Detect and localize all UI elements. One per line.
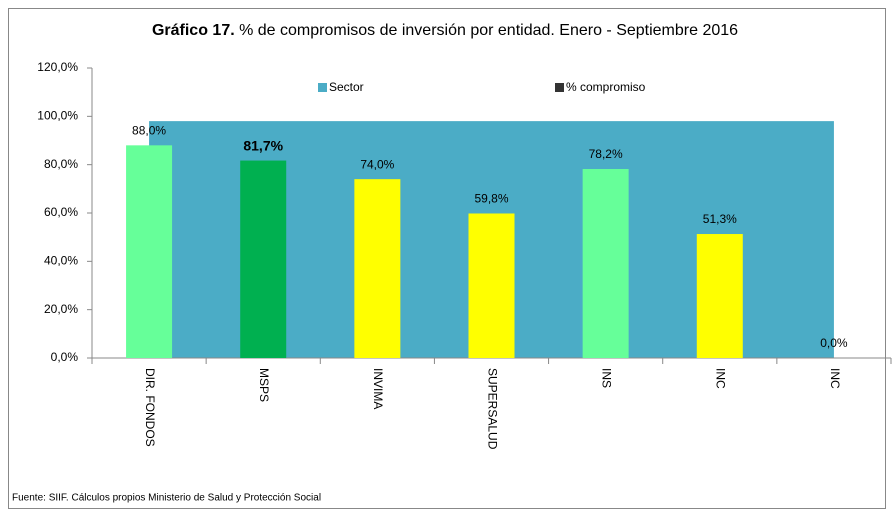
bar	[582, 169, 629, 358]
title-text: % de compromisos de inversión por entida…	[239, 22, 738, 39]
x-tick-label: SUPERSALUD	[485, 368, 499, 450]
data-label: 0,0%	[820, 336, 848, 350]
legend-swatch	[318, 83, 327, 92]
y-tick-label: 120,0%	[37, 60, 78, 74]
y-tick-label: 0,0%	[51, 350, 79, 364]
x-tick-label: INC	[714, 368, 728, 389]
bar	[696, 234, 743, 358]
x-tick-label: MSPS	[257, 368, 271, 402]
y-tick-label: 80,0%	[44, 157, 78, 171]
x-tick-label: INS	[599, 368, 613, 388]
legend-label: Sector	[329, 80, 364, 94]
data-label: 74,0%	[360, 157, 394, 171]
y-tick-label: 100,0%	[37, 109, 78, 123]
y-tick-label: 40,0%	[44, 254, 78, 268]
bar	[240, 160, 287, 358]
x-tick-label: INVIMA	[371, 368, 385, 409]
bar	[354, 179, 401, 358]
legend-swatch	[555, 83, 564, 92]
x-tick-label: INC	[828, 368, 842, 389]
data-label: 59,8%	[474, 192, 508, 206]
data-label: 78,2%	[589, 147, 623, 161]
data-label: 88,0%	[132, 124, 166, 138]
legend-label: % compromiso	[566, 80, 646, 94]
title-prefix: Gráfico 17.	[152, 22, 235, 39]
data-label: 81,7%	[243, 137, 283, 153]
bar	[126, 145, 173, 358]
source-note: Fuente: SIIF. Cálculos propios Ministeri…	[12, 493, 321, 504]
bar	[468, 213, 515, 358]
chart-title: Gráfico 17. % de compromisos de inversió…	[152, 22, 738, 39]
y-tick-label: 20,0%	[44, 302, 78, 316]
y-tick-label: 60,0%	[44, 205, 78, 219]
data-label: 51,3%	[703, 212, 737, 226]
x-tick-label: DIR. FONDOS	[143, 368, 157, 447]
